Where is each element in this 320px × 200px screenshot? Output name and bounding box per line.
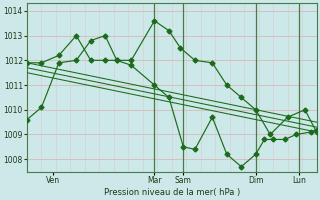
- X-axis label: Pression niveau de la mer( hPa ): Pression niveau de la mer( hPa ): [104, 188, 240, 197]
